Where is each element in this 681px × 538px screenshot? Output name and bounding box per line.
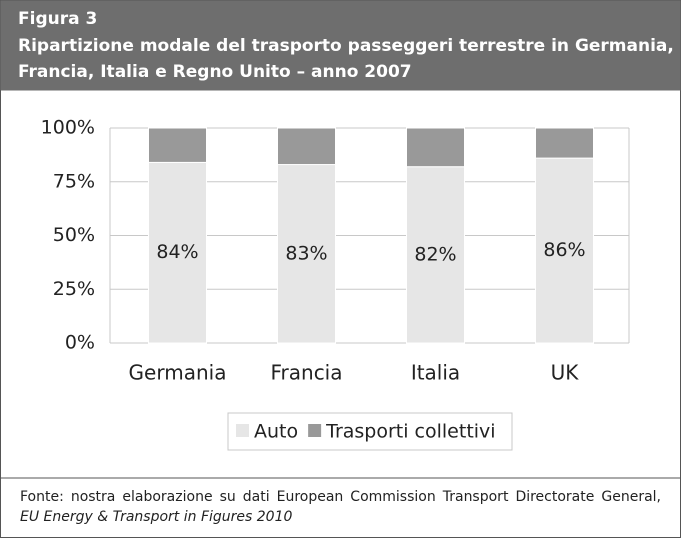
- x-tick-label: Italia: [411, 361, 460, 385]
- header: [0, 0, 681, 91]
- x-tick-label: Francia: [270, 361, 342, 385]
- bar-segment: [148, 161, 207, 344]
- y-tick-label: 75%: [53, 170, 95, 192]
- figure-label: Figura 3: [18, 9, 97, 29]
- source-italic: EU Energy & Transport in Figures 2010: [20, 509, 293, 525]
- legend-swatch: [308, 424, 322, 437]
- bar-segment: [277, 127, 336, 166]
- chart-title: Ripartizione modale del trasporto passeg…: [18, 36, 674, 56]
- y-tick-label: 100%: [41, 117, 95, 139]
- bar-segment: [406, 166, 465, 344]
- bar-segment: [148, 127, 207, 163]
- legend-swatch: [236, 424, 249, 437]
- source: Fonte: nostra elaborazione su dati Europ…: [20, 487, 661, 527]
- y-tick-label: 0%: [65, 332, 95, 354]
- legend-box: [227, 412, 513, 451]
- source-text: Fonte: nostra elaborazione su dati Europ…: [20, 489, 661, 505]
- bar-segment: [406, 127, 465, 168]
- bar-segment: [277, 164, 336, 344]
- legend-label: Trasporti collettivi: [325, 421, 495, 443]
- x-tick-label: Germania: [129, 361, 227, 385]
- chart-title: Francia, Italia e Regno Unito – anno 200…: [18, 62, 412, 82]
- value-label: 84%: [156, 241, 198, 263]
- bar-segment: [535, 127, 594, 159]
- value-label: 86%: [543, 239, 585, 261]
- value-label: 82%: [414, 243, 456, 265]
- x-tick-label: UK: [551, 361, 580, 385]
- value-label: 83%: [285, 242, 327, 264]
- bar-segment: [535, 157, 594, 344]
- y-tick-label: 25%: [53, 278, 95, 300]
- y-tick-label: 50%: [53, 224, 95, 246]
- legend-label: Auto: [254, 421, 298, 443]
